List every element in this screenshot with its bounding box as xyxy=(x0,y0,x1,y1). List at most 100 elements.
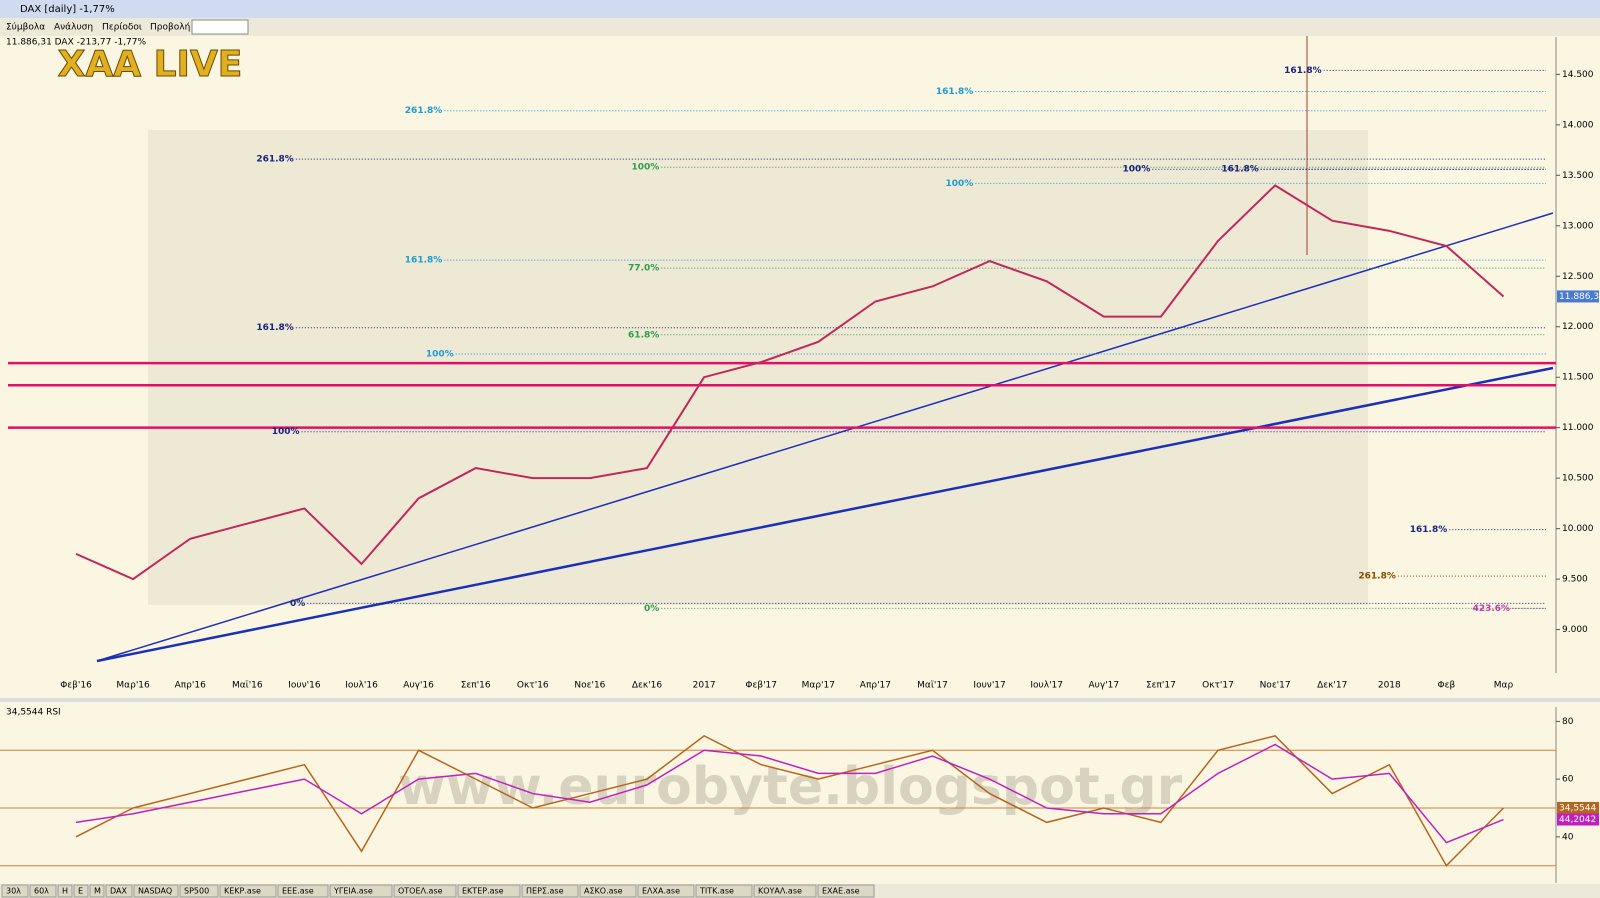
fib-label: 161.8% xyxy=(1410,525,1448,535)
tab-label: ΤΙΤΚ.ase xyxy=(699,887,734,896)
tab-label: 30λ xyxy=(6,887,21,896)
toolbar xyxy=(0,18,1600,36)
tab-label: ΑΣΚΟ.ase xyxy=(584,887,623,896)
x-tick-label: Οκτ'16 xyxy=(517,681,549,691)
y-tick-label: 80 xyxy=(1562,717,1574,727)
menu-item[interactable]: Προβολή xyxy=(150,23,190,33)
y-tick-label: 40 xyxy=(1562,832,1574,842)
series-line xyxy=(75,184,1505,581)
tab-label: ΕΚΤΕΡ.ase xyxy=(462,887,504,896)
tab[interactable] xyxy=(73,884,89,898)
trendline xyxy=(96,212,1554,662)
y-tick-label: 11.000 xyxy=(1562,423,1594,433)
y-tick-label: 14.500 xyxy=(1562,70,1594,80)
tab[interactable] xyxy=(179,884,219,898)
tab-label: SP500 xyxy=(184,887,209,896)
x-tick-label: Μαϊ'17 xyxy=(917,681,948,691)
tab-label: ΕΕΕ.ase xyxy=(282,887,314,896)
y-tick-label: 10.500 xyxy=(1562,474,1594,484)
last-value-box xyxy=(1557,801,1599,814)
y-tick-label: 12.000 xyxy=(1562,322,1594,332)
tab[interactable] xyxy=(57,884,73,898)
x-tick-label: Νοε'17 xyxy=(1260,681,1291,691)
y-tick-label: 10.000 xyxy=(1562,524,1594,534)
x-tick-label: Μαρ'17 xyxy=(802,681,835,691)
tab-label: ΚΕΚΡ.ase xyxy=(224,887,261,896)
tab-label: 60λ xyxy=(34,887,49,896)
y-tick-label: 13.500 xyxy=(1562,171,1594,181)
tab-label: ΟΤΟΕΛ.ase xyxy=(398,887,443,896)
x-tick-label: Δεκ'16 xyxy=(632,681,663,691)
x-tick-label: Φεβ xyxy=(1438,681,1456,691)
fib-label: 77.0% xyxy=(628,264,659,274)
last-value-box xyxy=(1557,290,1599,303)
symbol-input[interactable] xyxy=(191,19,249,35)
x-tick-label: Μαρ xyxy=(1494,681,1514,691)
fib-label: 261.8% xyxy=(405,106,443,116)
last-value-label: 34,5544 xyxy=(1559,803,1596,813)
x-tick-label: 2018 xyxy=(1378,681,1401,691)
tab[interactable] xyxy=(637,884,695,898)
tab[interactable] xyxy=(105,884,133,898)
fib-label: 161.8% xyxy=(405,256,443,266)
x-tick-label: Σεπ'16 xyxy=(461,681,491,691)
x-tick-label: Φεβ'17 xyxy=(745,681,777,691)
tab-label: ΠΕΡΣ.ase xyxy=(526,887,564,896)
trendline xyxy=(96,366,1554,663)
panel-header: 11.886,31 DAX -213,77 -1,77% xyxy=(6,38,147,48)
x-tick-label: Ιουλ'16 xyxy=(345,681,378,691)
last-value-label: 11.886,31 xyxy=(1559,292,1600,302)
y-tick-label: 13.000 xyxy=(1562,221,1594,231)
tab[interactable] xyxy=(133,884,179,898)
x-tick-label: Αυγ'17 xyxy=(1088,681,1119,691)
tab[interactable] xyxy=(695,884,753,898)
title-bar xyxy=(0,0,1600,18)
tab-label: ΕΛΧΑ.ase xyxy=(642,887,680,896)
fib-label: 100% xyxy=(1123,165,1151,175)
fib-label: 261.8% xyxy=(256,155,294,165)
x-tick-label: Ιουν'17 xyxy=(973,681,1005,691)
fib-label: 0% xyxy=(290,599,305,609)
y-tick-label: 12.500 xyxy=(1562,272,1594,282)
tab[interactable] xyxy=(579,884,637,898)
tab[interactable] xyxy=(521,884,579,898)
tab[interactable] xyxy=(29,884,57,898)
tab-label: DAX xyxy=(110,887,127,896)
menu-item[interactable]: Ανάλυση xyxy=(54,23,93,33)
last-value-label: 44,2042 xyxy=(1559,815,1596,825)
tab[interactable] xyxy=(219,884,277,898)
x-tick-label: Δεκ'17 xyxy=(1317,681,1347,691)
tab-label: ΚΟΥΑΛ.ase xyxy=(758,887,802,896)
tab-label: H xyxy=(62,887,68,896)
x-tick-label: Απρ'17 xyxy=(860,681,891,691)
tab-label: NASDAQ xyxy=(138,887,172,896)
fib-label: 100% xyxy=(946,179,974,189)
series-line xyxy=(75,734,1505,867)
fib-label: 161.8% xyxy=(256,323,294,333)
x-tick-label: Σεπ'17 xyxy=(1146,681,1176,691)
fib-label: 161.8% xyxy=(1221,165,1259,175)
tab[interactable] xyxy=(393,884,457,898)
x-tick-label: Μαρ'16 xyxy=(116,681,150,691)
watermark: www.eurobyte.blogspot.gr xyxy=(398,757,1183,817)
x-tick-label: Απρ'16 xyxy=(175,681,206,691)
y-tick-label: 14.000 xyxy=(1562,120,1594,130)
tab[interactable] xyxy=(329,884,393,898)
tab[interactable] xyxy=(1,884,29,898)
x-tick-label: Νοε'16 xyxy=(574,681,605,691)
fib-label: 100% xyxy=(426,349,454,359)
tab[interactable] xyxy=(817,884,875,898)
tab-label: ΕΧΑΕ.ase xyxy=(822,887,860,896)
tab[interactable] xyxy=(89,884,105,898)
menu-item[interactable]: Σύμβολα xyxy=(6,22,45,33)
x-tick-label: Ιουλ'17 xyxy=(1030,681,1063,691)
menu-item[interactable]: Περίοδοι xyxy=(102,23,142,33)
y-tick-label: 9.000 xyxy=(1562,625,1588,635)
watermark: XAA LIVE xyxy=(58,44,243,85)
series-line xyxy=(75,743,1504,844)
window-title: DAX [daily] -1,77% xyxy=(20,4,115,15)
tab[interactable] xyxy=(753,884,817,898)
tab[interactable] xyxy=(277,884,329,898)
tab[interactable] xyxy=(457,884,521,898)
